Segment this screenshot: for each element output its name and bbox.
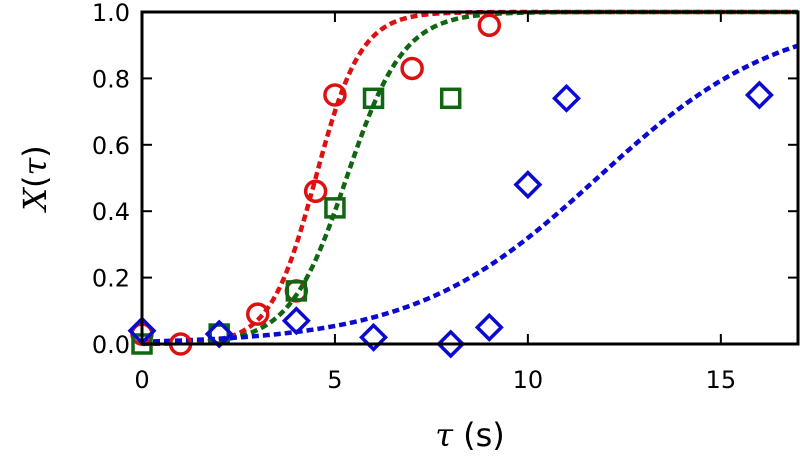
y-axis-open-paren: (	[16, 175, 54, 187]
data-points	[127, 13, 774, 359]
circle-point	[400, 56, 424, 81]
x-axis-symbol: τ	[435, 416, 454, 454]
square-point	[324, 197, 346, 219]
square-point	[362, 87, 385, 110]
y-tick-label: 0.4	[92, 198, 130, 226]
y-tick-label: 0.6	[92, 132, 130, 160]
square-point	[285, 280, 308, 302]
y-axis-close-paren: )	[16, 145, 54, 157]
diamond-point	[359, 322, 389, 352]
diamond-point	[744, 80, 774, 110]
fit-curve-diamond	[141, 43, 799, 344]
fit-curves	[141, 9, 799, 347]
square-point	[439, 87, 462, 110]
diamond-point	[204, 319, 234, 349]
plot-frame	[140, 10, 800, 346]
circle-point	[246, 302, 270, 326]
diamond-point	[474, 312, 504, 342]
y-tick-label: 0.8	[92, 65, 130, 93]
x-axis-label: τ (s)	[435, 416, 505, 454]
y-axis-label: X(τ)	[16, 145, 54, 213]
y-tick-label: 1.0	[92, 0, 130, 27]
y-axis-symbol: X	[16, 187, 54, 214]
x-axis-unit: (s)	[453, 416, 505, 454]
tick-labels: 0 5 10 15 0.0 0.2 0.4 0.6 0.8 1.0	[92, 0, 736, 394]
y-axis-arg: τ	[16, 156, 54, 175]
fit-curve-square	[141, 9, 798, 346]
diamond-point	[281, 306, 311, 336]
x-tick-label: 10	[513, 366, 544, 394]
y-tick-label: 0.0	[92, 331, 130, 359]
fit-curve-circle	[141, 9, 798, 347]
diamond-point	[436, 329, 466, 359]
x-tick-label: 15	[706, 366, 737, 394]
diamond-point	[513, 170, 543, 200]
circle-point	[303, 179, 328, 204]
y-tick-label: 0.2	[92, 265, 130, 293]
x-tick-label: 5	[327, 366, 342, 394]
x-tick-label: 0	[134, 366, 149, 394]
axis-ticks	[141, 11, 798, 345]
circle-point	[477, 13, 502, 38]
diamond-point	[551, 83, 581, 113]
circle-point	[323, 83, 347, 107]
